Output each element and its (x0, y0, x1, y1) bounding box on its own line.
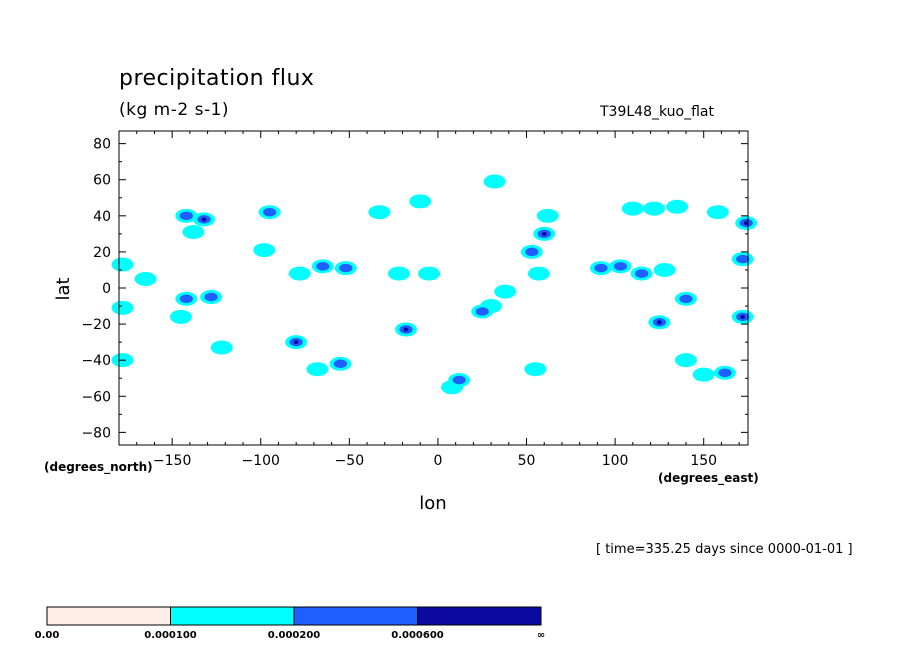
colorbar-label-0: 0.00 (34, 630, 60, 641)
chart-title: precipitation flux (119, 66, 315, 91)
colorbar-label-2: 0.000200 (267, 630, 321, 641)
y-tick-label: −20 (81, 317, 111, 333)
precip-contour-44-level-3 (740, 314, 746, 319)
precip-contour-18-level-1 (288, 266, 311, 281)
precip-contour-2-level-1 (111, 300, 134, 315)
y-tick-label: 40 (93, 209, 111, 225)
y-axis-title: lat (53, 277, 74, 300)
x-tick-label: 0 (433, 453, 442, 469)
time-stamp: [ time=335.25 days since 0000-01-01 ] (596, 542, 853, 557)
plot-frame (118, 130, 749, 446)
precip-contour-6-level-1 (182, 225, 205, 240)
y-tick-label: 80 (93, 137, 111, 153)
precip-contour-22-level-3 (403, 327, 409, 332)
y-tick-label: −80 (81, 425, 111, 441)
precip-contour-16-level-2 (316, 262, 330, 271)
precip-contour-37-level-2 (635, 269, 649, 278)
precip-contour-31-level-2 (525, 247, 539, 257)
precip-contour-48-level-1 (643, 201, 666, 216)
precip-contour-1-level-1 (134, 271, 157, 286)
precip-contour-5-level-3 (201, 217, 207, 222)
precip-contour-13-level-3 (293, 340, 299, 345)
precip-contour-38-level-1 (653, 262, 676, 277)
precip-contour-36-level-2 (613, 262, 628, 271)
precip-contour-14-level-1 (306, 362, 329, 377)
precip-contour-20-level-1 (387, 266, 410, 281)
precip-contour-46-level-2 (736, 254, 750, 264)
precip-contour-8-level-2 (204, 292, 218, 302)
axis-ticks: −150 −100 −50 0 50 100 150 80 60 40 20 0 −20 −40 −60 −8… (81, 131, 748, 469)
x-tick-label: −100 (242, 453, 280, 469)
precip-contour-12-level-1 (253, 243, 276, 258)
precip-contour-42-level-1 (692, 367, 715, 382)
precip-contour-17-level-2 (339, 263, 353, 273)
precip-contour-4-level-2 (179, 211, 193, 221)
x-tick-label: −50 (335, 453, 365, 469)
y-axis-unit: (degrees_north) (44, 460, 153, 474)
precip-contour-29-level-2 (475, 307, 489, 316)
precip-contour-9-level-1 (170, 309, 193, 324)
precip-contour-27-level-1 (494, 284, 517, 299)
x-tick-label: 50 (518, 453, 536, 469)
colorbar (46, 606, 542, 626)
colorbar-swatch-3 (417, 606, 542, 626)
precip-contour-34-level-1 (524, 362, 547, 377)
x-tick-label: 150 (690, 453, 717, 469)
colorbar-label-3: 0.000600 (391, 630, 444, 641)
precip-contour-35-level-2 (594, 263, 608, 273)
x-tick-label: −150 (153, 453, 191, 469)
run-name: T39L48_kuo_flat (600, 104, 714, 120)
x-tick-label: 100 (602, 453, 629, 469)
precip-contour-50-level-1 (666, 199, 689, 214)
precip-contour-30-level-3 (541, 231, 547, 236)
x-axis-title: lon (419, 493, 446, 514)
precip-contour-21-level-1 (418, 266, 441, 281)
colorbar-swatch-1 (170, 606, 295, 626)
precip-contour-26-level-1 (483, 174, 506, 189)
precip-contour-11-level-2 (263, 207, 277, 217)
precip-contour-25-level-2 (452, 375, 466, 385)
precip-contour-41-level-1 (674, 353, 697, 368)
y-tick-label: −60 (81, 389, 111, 405)
precip-contour-15-level-2 (333, 359, 348, 369)
precip-contour-19-level-1 (368, 205, 391, 220)
precip-contour-49-level-1 (706, 205, 729, 220)
y-tick-label: 20 (93, 245, 111, 261)
precip-contour-0-level-1 (111, 257, 134, 272)
colorbar-label-4: ∞ (536, 630, 546, 641)
precip-contour-47-level-1 (621, 201, 644, 216)
colorbar-label-1: 0.000100 (144, 630, 197, 641)
precip-contour-40-level-2 (679, 294, 693, 304)
precip-contour-33-level-1 (527, 266, 550, 281)
x-axis-unit: (degrees_east) (658, 471, 759, 485)
precip-contour-45-level-3 (743, 221, 749, 226)
precip-contour-23-level-1 (409, 194, 432, 209)
precip-contour-10-level-1 (210, 340, 233, 355)
precip-contours (111, 174, 758, 395)
y-tick-label: 0 (102, 281, 111, 297)
precip-contour-7-level-2 (179, 294, 193, 304)
y-tick-label: 60 (93, 173, 111, 189)
y-tick-label: −40 (81, 353, 111, 369)
colorbar-swatch-0 (46, 606, 171, 626)
colorbar-swatch-2 (293, 606, 418, 626)
precip-contour-43-level-2 (718, 368, 732, 378)
chart-units: (kg m-2 s-1) (119, 100, 230, 120)
precip-contour-39-level-3 (656, 320, 662, 325)
precip-contour-32-level-1 (536, 208, 559, 223)
